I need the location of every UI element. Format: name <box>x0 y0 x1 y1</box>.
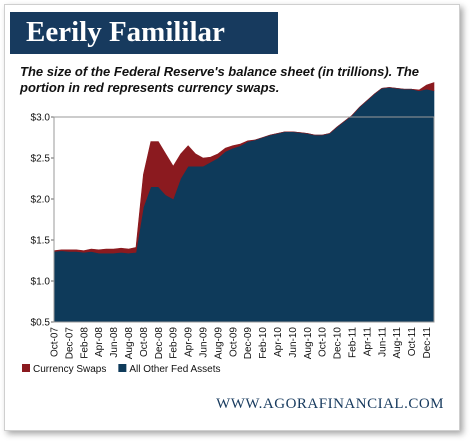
legend-label: Currency Swaps <box>33 364 106 375</box>
x-tick-label: Jun-10 <box>288 327 299 358</box>
x-tick-label: Aug-11 <box>392 327 403 359</box>
legend-swatch <box>22 364 30 372</box>
x-tick-label: Dec-09 <box>243 327 254 360</box>
area <box>53 82 435 254</box>
x-tick-label: Aug-08 <box>124 327 135 360</box>
x-tick-label: Oct-11 <box>407 327 418 357</box>
plot-border <box>53 116 435 323</box>
x-tick-label: Oct-09 <box>228 327 239 357</box>
x-tick-label: Jun-11 <box>377 327 388 357</box>
title-banner: Eerily Famililar <box>10 12 278 54</box>
y-tick-label: $1.5 <box>31 236 51 247</box>
x-tick-label: Jun-09 <box>199 327 210 358</box>
x-tick-label: Aug-10 <box>303 327 314 360</box>
chart-title: Eerily Famililar <box>26 16 225 48</box>
x-tick-label: Apr-11 <box>362 327 373 357</box>
x-tick-label: Feb-08 <box>79 327 90 359</box>
y-tick-label: $2.0 <box>31 195 51 206</box>
x-tick-label: Dec-07 <box>64 327 75 360</box>
legend-swatch <box>118 364 127 372</box>
x-tick-label: Aug-09 <box>213 327 224 360</box>
x-tick-label: Apr-08 <box>94 327 105 357</box>
legend-label: All Other Fed Assets <box>129 364 220 375</box>
x-tick-label: Oct-10 <box>318 327 329 357</box>
x-tick-label: Apr-09 <box>184 327 195 357</box>
x-tick-label: Oct-08 <box>139 327 150 357</box>
y-tick-label: $0.5 <box>31 318 51 329</box>
y-tick-label: $1.0 <box>31 277 51 288</box>
y-tick-label: $3.0 <box>31 113 51 124</box>
source: WWW.AGORAFINANCIAL.COM <box>216 396 444 412</box>
x-tick-label: Jun-08 <box>109 327 120 358</box>
x-tick-label: Dec-11 <box>422 327 433 359</box>
x-tick-label: Apr-10 <box>273 327 284 357</box>
y-tick-label: $2.5 <box>31 154 51 165</box>
x-tick-label: Oct-07 <box>50 327 61 357</box>
x-tick-label: Feb-11 <box>348 327 359 358</box>
chart-subtitle: The size of the Federal Reserve's balanc… <box>20 64 419 95</box>
x-tick-label: Dec-08 <box>154 327 165 360</box>
x-tick-label: Feb-10 <box>258 327 269 359</box>
x-tick-label: Dec-10 <box>333 327 344 360</box>
x-tick-label: Feb-09 <box>169 327 180 359</box>
